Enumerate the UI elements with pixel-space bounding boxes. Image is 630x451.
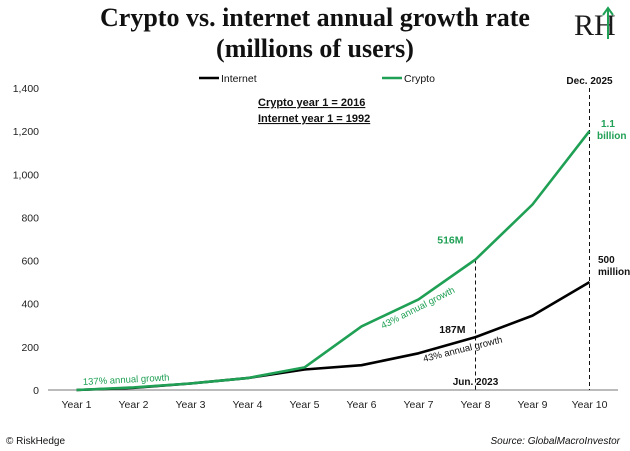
- y-tick-label: 1,400: [13, 83, 39, 95]
- annotation-crypto-early-growth: 137% annual growth: [83, 372, 170, 388]
- x-tick-label: Year 2: [119, 399, 149, 411]
- y-tick-label: 400: [21, 299, 39, 311]
- riskhedge-logo: RH: [574, 6, 616, 42]
- source-text: Source: GlobalMacroInvestor: [490, 436, 620, 447]
- date-marker-label: Jun. 2023: [453, 377, 499, 388]
- copyright-text: © RiskHedge: [6, 436, 66, 447]
- legend-internet-label: Internet: [221, 73, 257, 85]
- y-tick-label: 200: [21, 342, 39, 354]
- chart-title: Crypto vs. internet annual growth rate (…: [0, 2, 630, 64]
- data-label-crypto-year10: 1.1 billion: [597, 119, 626, 142]
- legend-crypto-label: Crypto: [404, 73, 435, 85]
- title-line-2: (millions of users): [216, 34, 414, 63]
- y-tick-label: 1,000: [13, 169, 39, 181]
- x-tick-label: Year 8: [461, 399, 491, 411]
- title-line-1: Crypto vs. internet annual growth rate: [100, 3, 530, 32]
- x-tick-label: Year 4: [233, 399, 263, 411]
- y-tick-label: 1,200: [13, 126, 39, 138]
- x-tick-label: Year 9: [518, 399, 548, 411]
- note-text: Internet year 1 = 1992: [258, 113, 370, 125]
- note-text: Crypto year 1 = 2016: [258, 97, 365, 109]
- x-tick-label: Year 6: [347, 399, 377, 411]
- data-label-internet-year10: 500 million: [598, 255, 630, 278]
- y-tick-label: 0: [33, 385, 39, 397]
- date-marker-label: Dec. 2025: [566, 76, 613, 87]
- x-tick-label: Year 3: [176, 399, 206, 411]
- x-tick-label: Year 5: [290, 399, 320, 411]
- y-tick-label: 800: [21, 212, 39, 224]
- data-label-internet-year8: 187M: [439, 324, 466, 336]
- y-tick-label: 600: [21, 256, 39, 268]
- x-tick-label: Year 10: [572, 399, 608, 411]
- data-label-crypto-year8: 516M: [437, 234, 464, 246]
- x-tick-label: Year 1: [62, 399, 92, 411]
- series-line-crypto: [76, 130, 591, 392]
- x-tick-label: Year 7: [404, 399, 434, 411]
